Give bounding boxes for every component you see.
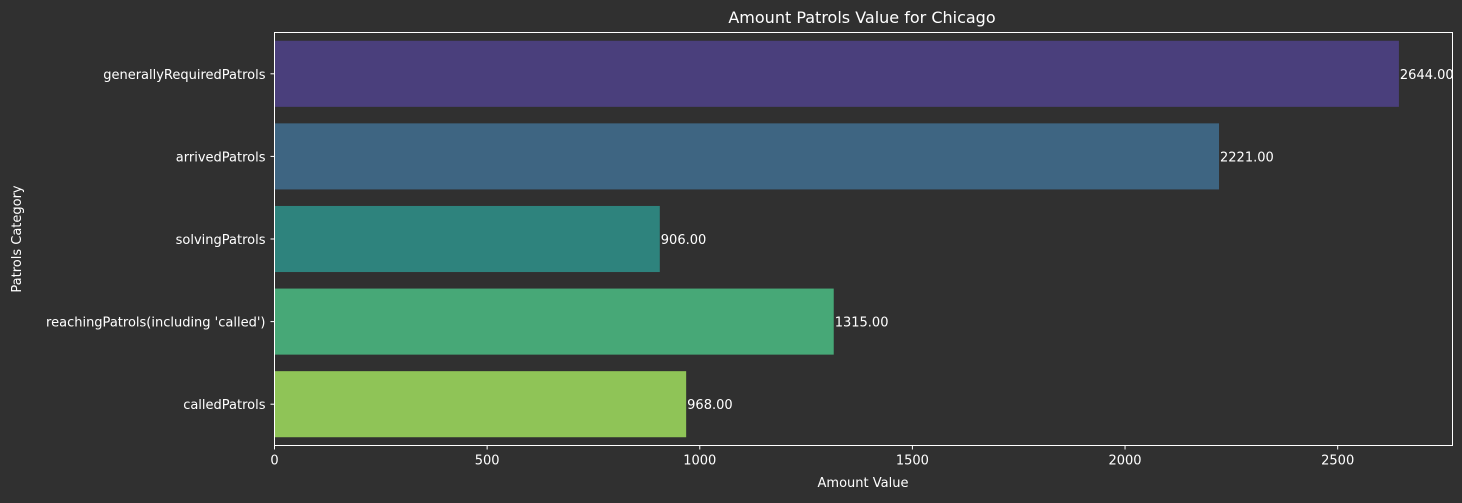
bar-3: [274, 288, 834, 355]
data-label-1: 2221.00: [1220, 150, 1274, 165]
y-tick-label-4: calledPatrols: [183, 398, 266, 413]
plot-frame: [274, 32, 1453, 446]
y-axis-label: Patrols Category: [10, 185, 25, 293]
x-tick-label-3: 1500: [896, 454, 929, 469]
data-label-0: 2644.00: [1400, 68, 1454, 83]
bar-0: [274, 40, 1399, 107]
bar-2: [274, 205, 660, 273]
y-tick-label-3: reachingPatrols(including 'called'): [46, 316, 265, 331]
x-axis-label: Amount Value: [818, 476, 909, 491]
bar-1: [274, 123, 1220, 190]
data-label-3: 1315.00: [835, 316, 889, 331]
x-tick-label-5: 2500: [1321, 454, 1354, 469]
y-tick-label-2: solvingPatrols: [176, 233, 266, 248]
x-tick-label-4: 2000: [1108, 454, 1141, 469]
x-tick-label-1: 500: [475, 454, 500, 469]
x-tick-label-2: 1000: [683, 454, 716, 469]
data-label-2: 906.00: [661, 233, 707, 248]
y-tick-labels: generallyRequiredPatrols arrivedPatrols so…: [46, 68, 275, 413]
y-tick-label-0: generallyRequiredPatrols: [103, 68, 266, 83]
x-ticks: 0 500 1000 1500 2000 2500: [270, 445, 1354, 469]
bar-4: [274, 371, 687, 438]
y-tick-label-1: arrivedPatrols: [176, 150, 266, 165]
data-label-4: 968.00: [687, 398, 733, 413]
bars-layer: 2644.00 2221.00 906.00 1315.00 968.00: [274, 40, 1454, 438]
x-tick-label-0: 0: [270, 454, 278, 469]
chart-title: Amount Patrols Value for Chicago: [728, 8, 995, 27]
